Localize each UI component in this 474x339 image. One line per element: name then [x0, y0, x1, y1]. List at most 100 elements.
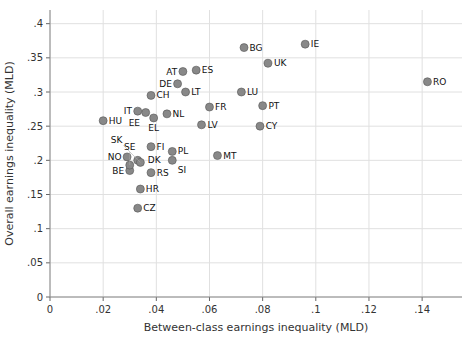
chart: 0.02.04.06.08.1.12.140.05.1.15.2.25.3.35…	[0, 0, 474, 339]
grid-line	[103, 10, 104, 297]
point	[174, 80, 182, 88]
point	[256, 122, 264, 130]
point	[179, 68, 187, 76]
tick-mark	[103, 297, 104, 301]
point	[182, 88, 190, 96]
point-label: CH	[157, 90, 170, 100]
tick-mark	[209, 297, 210, 301]
point-label: BG	[250, 43, 263, 53]
tick-label: .12	[361, 304, 377, 315]
axes: 0.02.04.06.08.1.12.140.05.1.15.2.25.3.35…	[27, 10, 462, 315]
point	[134, 107, 142, 115]
point-label: HR	[146, 184, 159, 194]
point-label: FI	[157, 142, 165, 152]
point	[168, 156, 176, 164]
point-label: MT	[223, 151, 237, 161]
tick-mark	[46, 194, 50, 195]
tick-label: .35	[27, 52, 43, 63]
tick-label: .14	[414, 304, 430, 315]
tick-label: .25	[27, 121, 43, 132]
tick-label: .4	[33, 18, 43, 29]
point-label: FR	[215, 102, 226, 112]
tick-label: .06	[202, 304, 218, 315]
grid-line	[422, 10, 423, 297]
point	[99, 117, 107, 125]
tick-label: .3	[33, 87, 43, 98]
tick-label: .1	[33, 223, 43, 234]
grid-line	[50, 194, 462, 195]
tick-mark	[315, 297, 316, 301]
tick-mark	[50, 297, 51, 301]
point-label: RO	[433, 77, 446, 87]
tick-label: .15	[27, 189, 43, 200]
tick-mark	[46, 160, 50, 161]
tick-mark	[422, 297, 423, 301]
grid	[50, 10, 462, 297]
grid-line	[50, 262, 462, 263]
grid-line	[368, 10, 369, 297]
point-label: RS	[157, 168, 169, 178]
point-label: SE	[124, 142, 136, 152]
grid-line	[50, 23, 462, 24]
tick-mark	[46, 92, 50, 93]
point	[136, 185, 144, 193]
point-label: NO	[108, 152, 122, 162]
point	[142, 109, 150, 117]
point-label: CZ	[143, 203, 155, 213]
point-label: IE	[311, 39, 320, 49]
point-label: DK	[148, 155, 162, 165]
grid-line	[209, 10, 210, 297]
point	[147, 143, 155, 151]
point-label: IT	[124, 106, 133, 116]
point-label: LV	[207, 120, 218, 130]
tick-label: .02	[95, 304, 111, 315]
point-label: EE	[129, 118, 141, 128]
point	[168, 147, 176, 155]
point-label: PL	[178, 146, 188, 156]
point-label: LT	[191, 87, 201, 97]
points	[99, 40, 431, 212]
point	[134, 204, 142, 212]
point	[198, 121, 206, 129]
tick-mark	[156, 297, 157, 301]
point-label: EL	[148, 123, 159, 133]
tick-label: .04	[148, 304, 164, 315]
point-label: NL	[172, 109, 184, 119]
grid-line	[262, 10, 263, 297]
tick-label: .08	[255, 304, 271, 315]
grid-line	[156, 10, 157, 297]
point-label: AT	[166, 67, 177, 77]
tick-mark	[46, 262, 50, 263]
grid-line	[50, 297, 462, 298]
point	[147, 169, 155, 177]
point	[205, 103, 213, 111]
grid-line	[50, 10, 51, 297]
leader-line	[129, 152, 130, 165]
point-label: HU	[109, 116, 122, 126]
point	[147, 91, 155, 99]
tick-mark	[262, 297, 263, 301]
tick-mark	[46, 23, 50, 24]
tick-mark	[46, 228, 50, 229]
grid-line	[315, 10, 316, 297]
point	[163, 110, 171, 118]
tick-label: .1	[311, 304, 321, 315]
x-axis-line	[50, 297, 462, 298]
point-label: DE	[159, 79, 172, 89]
point-label: SK	[111, 135, 124, 145]
point	[301, 40, 309, 48]
grid-line	[50, 57, 462, 58]
point-label: BE	[112, 166, 124, 176]
y-axis-line	[50, 10, 51, 297]
tick-mark	[46, 57, 50, 58]
y-axis-label: Overall earnings inequality (MLD)	[3, 61, 16, 245]
tick-label: 0	[37, 292, 43, 303]
tick-label: 0	[47, 304, 53, 315]
point	[150, 114, 158, 122]
tick-label: .2	[33, 155, 43, 166]
point-label: PT	[268, 101, 279, 111]
point-label: UK	[274, 58, 288, 68]
point-label: ES	[202, 65, 214, 75]
point	[240, 44, 248, 52]
x-axis-label: Between-class earnings inequality (MLD)	[144, 321, 369, 334]
